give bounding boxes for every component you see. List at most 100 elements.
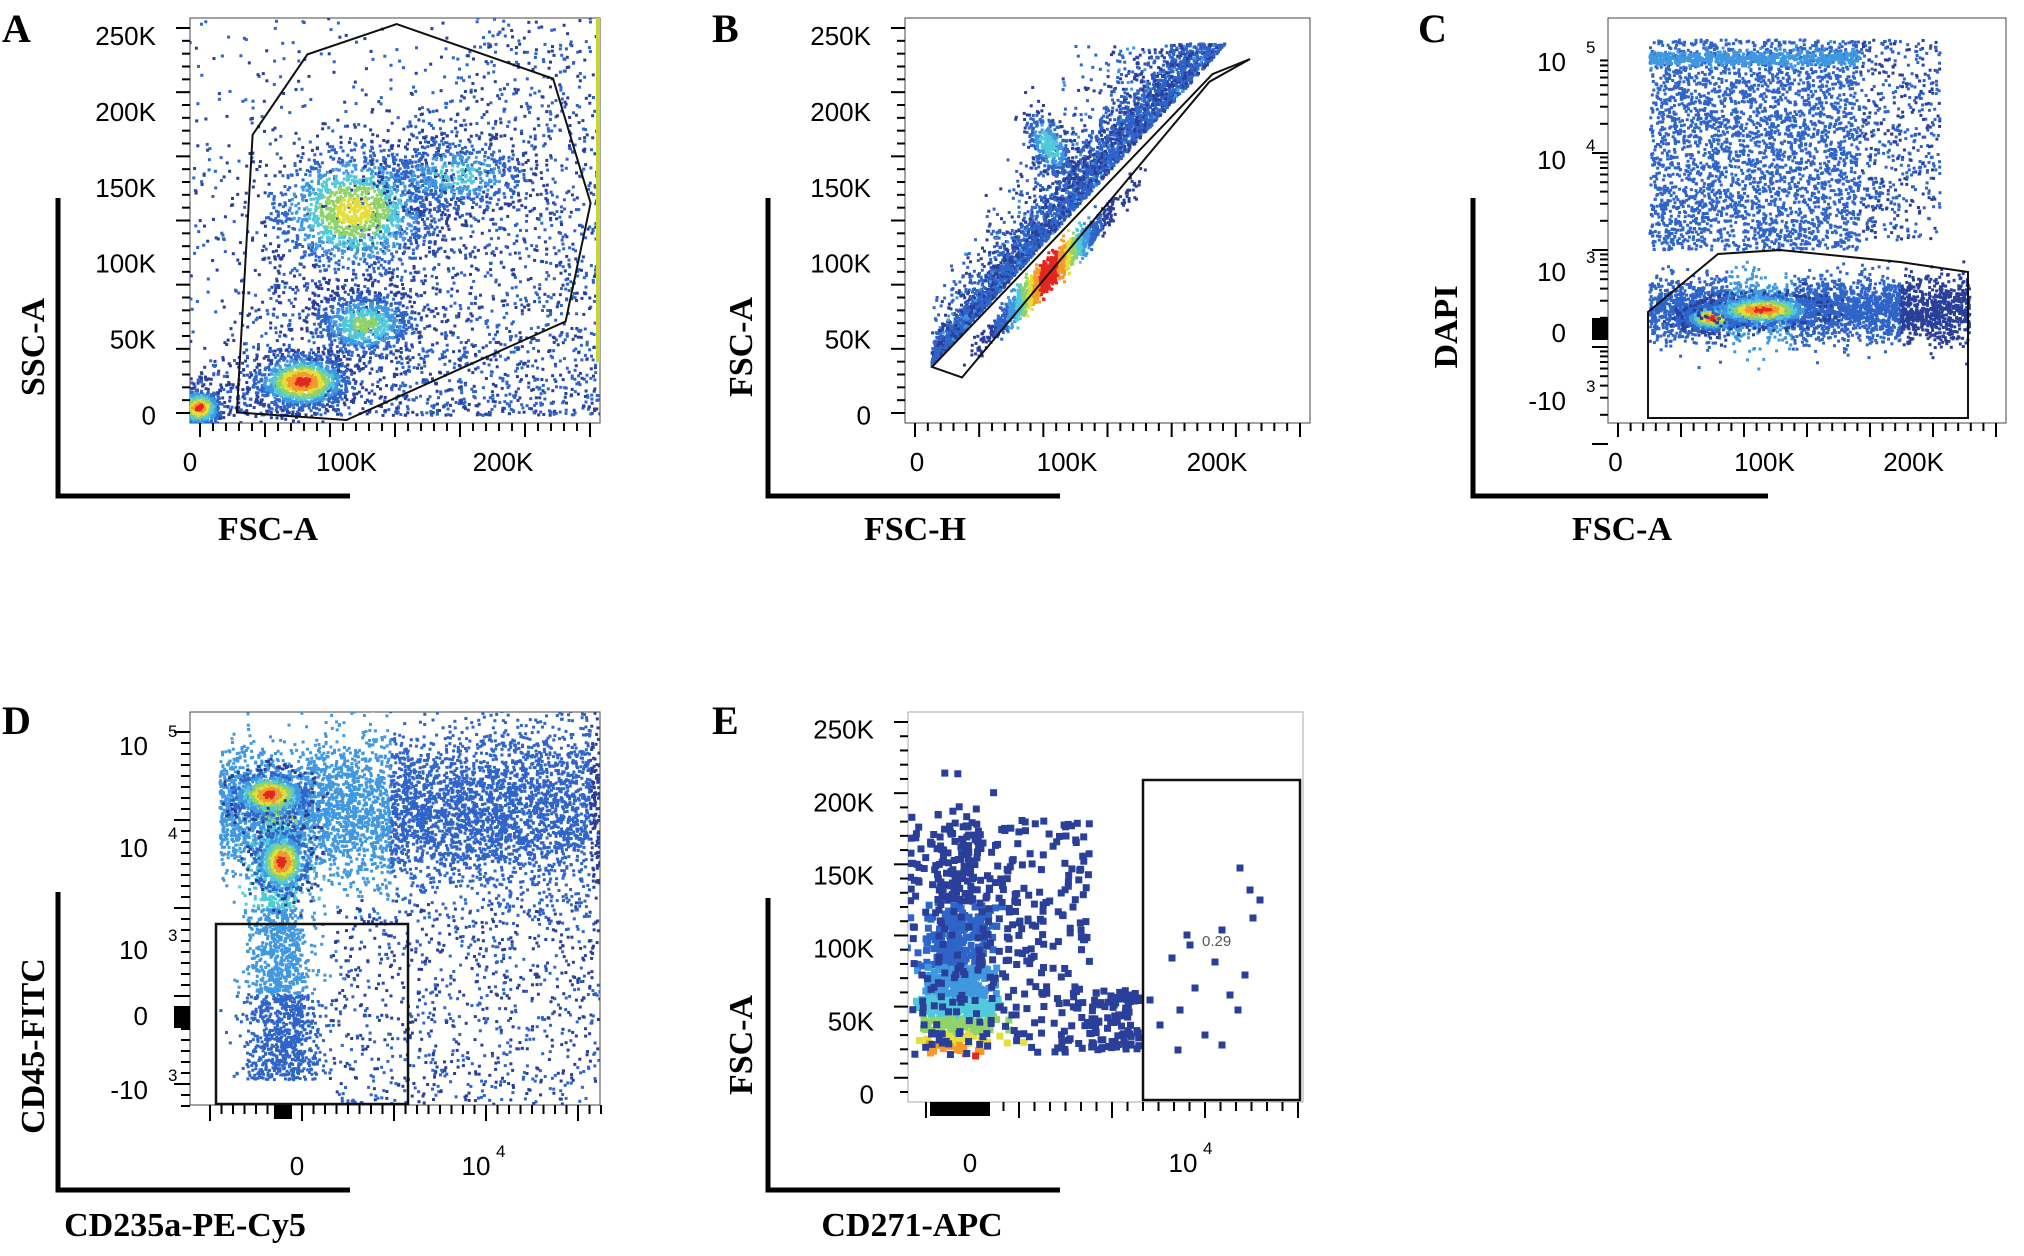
event-dot xyxy=(422,173,426,177)
event-dot xyxy=(322,389,326,393)
event-dot xyxy=(408,349,412,353)
event-dot xyxy=(510,29,514,32)
event-dot xyxy=(592,389,596,393)
event-dot xyxy=(277,294,281,298)
event-dot xyxy=(547,409,551,413)
event-dot xyxy=(351,401,355,404)
event-dot xyxy=(466,408,470,412)
event-dot xyxy=(301,178,305,182)
event-dot xyxy=(306,181,310,185)
event-dot xyxy=(329,214,333,218)
event-dot xyxy=(509,338,513,342)
event-dot xyxy=(550,101,554,105)
event-dot xyxy=(573,368,577,372)
event-dot xyxy=(549,190,553,194)
event-dot xyxy=(415,234,419,238)
event-dot xyxy=(399,347,403,350)
event-dot xyxy=(438,370,442,374)
event-dot xyxy=(499,342,503,346)
event-dot xyxy=(283,281,287,285)
event-dot xyxy=(387,208,391,212)
event-dot xyxy=(432,231,436,235)
event-dot xyxy=(363,285,367,288)
event-dot xyxy=(465,350,469,354)
event-dot xyxy=(363,401,367,404)
event-dot xyxy=(461,151,465,155)
event-dot xyxy=(563,357,566,361)
event-dot xyxy=(329,381,333,385)
event-dot xyxy=(362,242,366,246)
event-dot xyxy=(546,294,550,298)
event-dot xyxy=(338,412,342,416)
event-dot xyxy=(292,141,296,145)
event-dot xyxy=(371,281,375,285)
event-dot xyxy=(391,204,395,208)
event-dot xyxy=(281,193,285,197)
event-dot xyxy=(223,404,227,408)
event-dot xyxy=(310,241,314,245)
event-dot xyxy=(492,354,496,358)
event-dot xyxy=(193,251,197,255)
event-dot xyxy=(422,243,426,246)
event-dot xyxy=(408,223,412,227)
event-dot xyxy=(497,323,501,327)
event-dot xyxy=(372,254,376,258)
event-dot xyxy=(341,160,345,164)
event-dot xyxy=(241,278,245,282)
event-dot xyxy=(518,42,522,46)
event-dot xyxy=(354,230,358,234)
event-dot xyxy=(486,271,490,275)
event-dot xyxy=(358,207,362,211)
event-dot xyxy=(361,190,364,194)
event-dot xyxy=(356,290,360,294)
event-dot xyxy=(398,158,402,162)
event-dot xyxy=(518,331,522,335)
event-dot xyxy=(563,386,567,390)
event-dot xyxy=(327,52,331,56)
event-dot xyxy=(291,358,295,362)
event-dot xyxy=(371,174,375,178)
event-dot xyxy=(497,283,501,287)
event-dot xyxy=(573,411,577,415)
event-dot xyxy=(232,339,236,342)
event-dot xyxy=(339,161,343,165)
event-dot xyxy=(317,192,321,196)
event-dot xyxy=(552,53,556,57)
event-dot xyxy=(559,220,563,224)
event-dot xyxy=(243,205,247,209)
event-dot xyxy=(317,304,321,308)
event-dot xyxy=(364,187,368,191)
event-dot xyxy=(538,287,542,291)
event-dot xyxy=(279,392,283,395)
event-dot xyxy=(352,371,356,375)
event-dot xyxy=(592,299,596,303)
event-dot xyxy=(372,217,376,221)
event-dot xyxy=(318,240,321,244)
event-dot xyxy=(271,312,275,316)
event-dot xyxy=(309,394,313,398)
event-dot xyxy=(470,387,474,391)
event-dot xyxy=(293,227,297,231)
event-dot xyxy=(582,167,586,171)
event-dot xyxy=(427,176,431,180)
event-dot xyxy=(360,212,364,216)
event-dot xyxy=(317,368,321,371)
event-dot xyxy=(381,171,385,175)
event-dot xyxy=(231,383,235,387)
event-dot xyxy=(549,137,552,141)
event-dot xyxy=(500,226,503,230)
event-dot xyxy=(485,200,489,204)
event-dot xyxy=(330,241,334,245)
event-dot xyxy=(482,190,486,194)
event-dot xyxy=(207,168,211,172)
event-dot xyxy=(385,347,389,351)
event-dot xyxy=(300,256,304,260)
event-dot xyxy=(275,219,279,223)
event-dot xyxy=(288,368,292,372)
event-dot xyxy=(370,195,374,199)
event-dot xyxy=(459,250,463,254)
event-dot xyxy=(336,21,340,25)
event-dot xyxy=(469,90,473,94)
event-dot xyxy=(277,245,280,249)
event-dot xyxy=(379,214,383,218)
